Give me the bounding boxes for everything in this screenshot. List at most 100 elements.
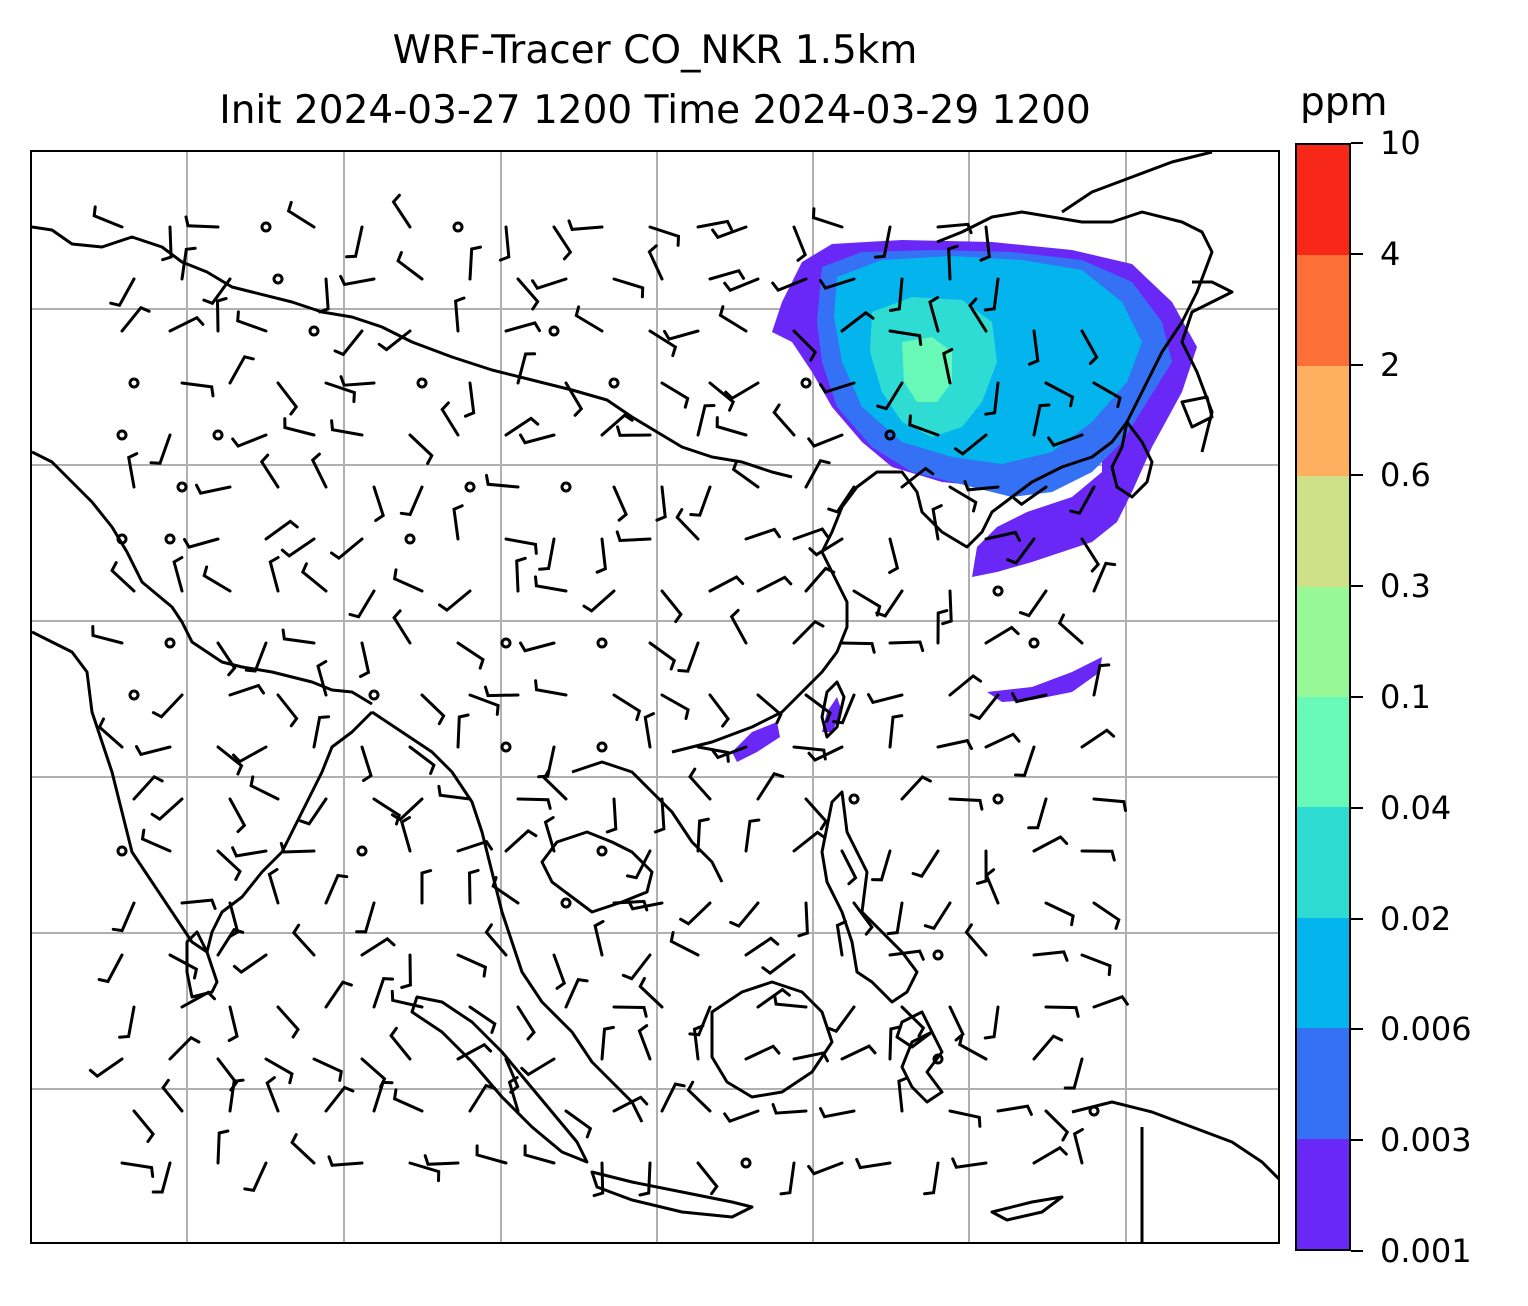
- coastline-timor: [990, 1195, 1064, 1222]
- wind-barb: [88, 1057, 124, 1078]
- colorbar-segment: [1297, 806, 1349, 918]
- plume-peak: [902, 337, 952, 402]
- calm-wind-marker: [308, 325, 320, 337]
- wind-barb: [244, 641, 268, 673]
- wind-barb: [756, 575, 793, 593]
- wind-barb: [184, 215, 220, 229]
- wind-barb: [202, 277, 232, 306]
- wind-barb: [1080, 728, 1116, 749]
- wind-barb: [564, 381, 584, 417]
- calm-wind-marker: [452, 221, 464, 233]
- wind-barb: [729, 608, 748, 645]
- wind-barb: [819, 277, 856, 290]
- wind-barb: [491, 876, 520, 905]
- wind-barb: [523, 1144, 556, 1165]
- wind-barb: [612, 277, 645, 299]
- wind-barb: [310, 452, 328, 489]
- colorbar-tick: [1351, 1250, 1363, 1252]
- coastline-new-guinea: [1071, 1100, 1278, 1242]
- calm-wind-marker: [116, 845, 128, 857]
- wind-barb: [276, 381, 299, 416]
- wind-barb: [655, 485, 667, 522]
- wind-barb: [507, 1076, 520, 1113]
- map-canvas: [32, 152, 1278, 1242]
- wind-barb: [120, 305, 151, 333]
- wind-barb: [936, 222, 973, 235]
- wind-barb: [729, 901, 760, 928]
- wind-barb: [928, 296, 940, 333]
- wind-barb: [216, 849, 242, 881]
- wind-barb: [515, 556, 527, 593]
- wind-barb: [1044, 381, 1075, 408]
- wind-barb: [452, 504, 464, 541]
- wind-barb: [888, 1025, 902, 1061]
- wind-barb: [804, 693, 832, 723]
- colorbar-tick-label: 0.6: [1380, 456, 1431, 495]
- wind-barb: [437, 784, 472, 801]
- wind-barb: [947, 244, 959, 281]
- wind-barb: [648, 641, 677, 671]
- wind-barb: [835, 920, 848, 957]
- wind-barb: [677, 641, 700, 673]
- wind-barb: [792, 1051, 829, 1063]
- wind-barb: [660, 589, 683, 624]
- wind-barb: [399, 485, 424, 517]
- colorbar: [1295, 143, 1351, 1251]
- wind-barb: [372, 977, 395, 1009]
- calm-wind-marker: [608, 377, 620, 389]
- wind-barb: [612, 693, 642, 722]
- wind-barb: [708, 381, 736, 412]
- wind-barb: [228, 1078, 245, 1113]
- wind-barb: [485, 473, 520, 489]
- wind-barb: [1032, 950, 1069, 962]
- wind-barb: [871, 849, 892, 882]
- wind-barb: [454, 296, 466, 333]
- wind-barb: [908, 414, 940, 437]
- wind-barb: [792, 225, 808, 262]
- wind-barb: [626, 849, 652, 880]
- wind-barb: [888, 714, 904, 749]
- wind-barb: [1044, 1109, 1070, 1142]
- wind-barb: [1092, 797, 1127, 812]
- wind-barb: [756, 693, 783, 725]
- wind-barb: [1080, 953, 1112, 977]
- wind-barb: [109, 277, 136, 308]
- wind-barb: [876, 381, 904, 411]
- wind-barb: [231, 433, 268, 448]
- wind-barb: [564, 977, 589, 1009]
- wind-barb: [888, 329, 923, 346]
- calm-wind-marker: [368, 689, 380, 701]
- wind-barb: [92, 205, 124, 229]
- wind-barb: [840, 849, 858, 886]
- colorbar-tick-label: 0.3: [1380, 567, 1431, 606]
- wind-barb: [663, 329, 700, 341]
- wind-barb: [516, 277, 540, 311]
- wind-barb: [249, 775, 280, 801]
- coastline-sulawesi: [900, 1030, 944, 1104]
- wind-barb: [312, 715, 331, 749]
- wind-barb: [264, 519, 299, 541]
- wind-barb: [243, 1161, 268, 1192]
- coastline-sri-lanka: [185, 930, 219, 999]
- wind-barb: [168, 1035, 201, 1061]
- wind-barb: [360, 1057, 387, 1089]
- wind-barb: [120, 1161, 155, 1178]
- wind-barb: [1080, 329, 1099, 365]
- wind-barb: [1092, 901, 1121, 930]
- wind-barb: [318, 277, 330, 314]
- wind-barb: [975, 849, 988, 885]
- wind-barb: [969, 693, 1000, 721]
- wind-barb: [519, 641, 556, 653]
- wind-barb: [772, 403, 796, 437]
- wind-barb: [804, 566, 836, 593]
- colorbar-tick-label: 0.001: [1380, 1232, 1472, 1270]
- wind-barb: [264, 1057, 294, 1085]
- wind-barb: [542, 768, 568, 801]
- wind-barb: [724, 381, 760, 401]
- wind-barb: [653, 797, 666, 834]
- calm-wind-marker: [800, 377, 812, 389]
- wind-barb: [1092, 663, 1111, 697]
- wind-barb: [172, 556, 184, 593]
- wind-barb: [552, 953, 567, 990]
- colorbar-tick: [1351, 806, 1363, 809]
